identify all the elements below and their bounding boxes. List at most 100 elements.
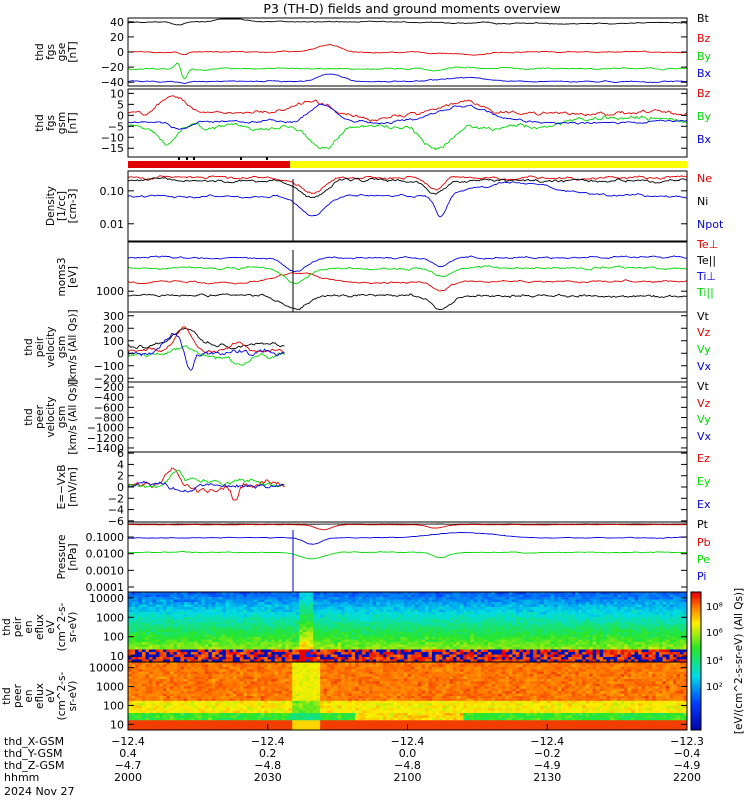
spectrogram-cell <box>148 686 153 690</box>
spectrogram-cell <box>393 639 398 643</box>
spectrogram-cell <box>606 599 611 603</box>
y-axis-label: gsm <box>56 112 68 134</box>
spectrogram-cell <box>152 679 157 682</box>
series-line-blue <box>127 480 285 493</box>
spectrogram-cell <box>683 647 688 650</box>
spectrogram-cell <box>438 634 443 638</box>
spectrogram-cell <box>330 602 335 605</box>
spectrogram-cell <box>313 659 318 663</box>
spectrogram-cell <box>288 594 293 598</box>
spectrogram-cell <box>152 634 157 638</box>
spectrogram-cell <box>152 710 157 714</box>
spectrogram-cell <box>620 657 625 660</box>
spectrogram-cell <box>470 614 475 618</box>
spectrogram-cell <box>397 604 401 608</box>
spectrogram-cell <box>477 607 482 610</box>
spectrogram-cell <box>183 659 188 663</box>
spectrogram-cell <box>424 647 429 650</box>
spectrogram-cell <box>445 659 450 663</box>
spectrogram-cell <box>505 632 510 635</box>
spectrogram-cell <box>561 622 566 625</box>
spectrogram-cell <box>281 652 286 655</box>
spectrogram-cell <box>508 634 513 638</box>
spectrogram-cell <box>341 592 346 595</box>
spectrogram-cell <box>138 617 143 620</box>
spectrogram-cell <box>445 639 450 643</box>
spectrogram-cell <box>585 654 590 658</box>
spectrogram-cell <box>680 629 684 633</box>
spectrogram-cell <box>271 609 276 613</box>
spectrogram-cell <box>624 644 628 648</box>
spectrogram-cell <box>547 657 552 660</box>
spectrogram-cell <box>617 637 622 640</box>
legend-green: Pe <box>697 553 710 566</box>
spectrogram-cell <box>155 662 160 665</box>
y-tick-label: 0 <box>117 46 124 59</box>
spectrogram-cell <box>431 592 436 595</box>
spectrogram-cell <box>365 652 370 655</box>
spectrogram-cell <box>480 639 485 643</box>
spectrogram-cell <box>355 592 359 595</box>
spectrogram-cell <box>501 659 506 663</box>
spectrogram-cell <box>250 604 255 608</box>
spectrogram-cell <box>645 624 649 628</box>
spectrogram-cell <box>568 597 573 600</box>
spectrogram-cell <box>435 647 440 650</box>
spectrogram-cell <box>128 609 132 613</box>
spectrogram-cell <box>218 649 223 653</box>
spectrogram-cell <box>383 627 387 630</box>
spectrogram-cell <box>568 652 573 655</box>
spectrogram-cell <box>313 639 318 643</box>
spectrogram-cell <box>316 599 321 603</box>
spectrogram-cell <box>267 612 272 615</box>
spectrogram-cell <box>372 622 377 625</box>
spectrogram-cell <box>383 639 387 643</box>
spectrogram-cell <box>176 599 181 603</box>
spectrogram-cell <box>274 592 279 595</box>
spectrogram-cell <box>134 696 139 699</box>
spectrogram-cell <box>424 622 429 625</box>
spectrogram-cell <box>397 644 401 648</box>
spectrogram-cell <box>330 599 335 603</box>
spectrogram-cell <box>134 602 139 605</box>
spectrogram-cell <box>302 614 307 618</box>
spectrogram-cell <box>201 629 206 633</box>
spectrogram-cell <box>393 649 398 653</box>
spectrogram-cell <box>624 607 628 610</box>
spectrogram-cell <box>463 657 468 660</box>
spectrogram-cell <box>327 619 332 623</box>
spectrogram-cell <box>148 727 153 731</box>
spectrogram-cell <box>169 642 174 645</box>
spectrogram-cell <box>236 599 241 603</box>
spectrogram-cell <box>438 602 443 605</box>
spectrogram-cell <box>515 627 520 630</box>
spectrogram-cell <box>197 647 202 650</box>
spectrogram-cell <box>302 607 307 610</box>
spectrogram-cell <box>508 637 513 640</box>
spectrogram-cell <box>302 594 307 598</box>
spectrogram-cell <box>652 654 656 658</box>
spectrogram-cell <box>603 599 608 603</box>
spectrogram-cell <box>641 654 646 658</box>
spectrogram-cell <box>166 637 171 640</box>
spectrogram-cell <box>173 652 178 655</box>
spectrogram-cell <box>327 644 332 648</box>
y-axis-label: thd <box>34 43 46 60</box>
spectrogram-cell <box>627 609 632 613</box>
y-tick-label: 6 <box>117 447 124 460</box>
spectrogram-cell <box>414 594 419 598</box>
spectrogram-cell <box>155 683 160 687</box>
spectrogram-cell <box>627 614 632 618</box>
spectrogram-cell <box>592 624 597 628</box>
spectrogram-cell <box>393 629 398 633</box>
spectrogram-cell <box>351 612 356 615</box>
spectrogram-cell <box>445 614 450 618</box>
spectrogram-cell <box>194 627 199 630</box>
spectrogram-cell <box>435 594 440 598</box>
spectrogram-cell <box>131 647 136 650</box>
spectrogram-cell <box>400 654 405 658</box>
spectrogram-cell <box>320 604 325 608</box>
legend-black: Vt <box>697 380 710 393</box>
spectrogram-cell <box>417 629 422 633</box>
spectrogram-cell <box>568 629 573 633</box>
